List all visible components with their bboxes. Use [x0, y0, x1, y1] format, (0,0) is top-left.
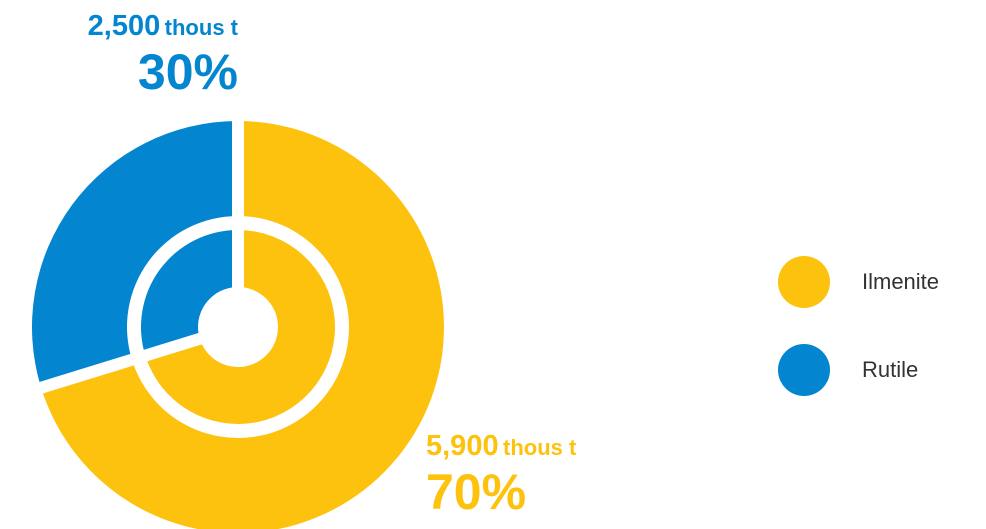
legend-swatch-ilmenite	[778, 256, 830, 308]
legend-label-rutile: Rutile	[862, 357, 919, 382]
legend-item-rutile: Rutile	[778, 344, 939, 396]
slice-separator	[35, 332, 204, 395]
slice-outer-ilmenite	[41, 121, 444, 529]
ilmenite-callout: 5,900 thous t 70%	[426, 430, 577, 520]
ilmenite-unit-label: thous t	[503, 435, 577, 460]
ilmenite-percent-label: 70%	[426, 464, 527, 520]
slice-outer-rutile	[32, 121, 239, 388]
ilmenite-value-label: 5,900	[426, 430, 499, 462]
rutile-value-label: 2,500	[87, 10, 161, 42]
rutile-callout: 2,500 thous t 30%	[58, 10, 238, 100]
rutile-percent-label: 30%	[137, 44, 238, 100]
rutile-unit-label: thous t	[164, 15, 238, 40]
legend-swatch-rutile	[778, 344, 830, 396]
legend-item-ilmenite: Ilmenite	[778, 256, 939, 308]
legend-label-ilmenite: Ilmenite	[862, 269, 940, 294]
slice-inner-ilmenite	[145, 230, 335, 424]
legend: Ilmenite Rutile	[778, 256, 939, 432]
slice-inner-rutile	[141, 230, 238, 356]
